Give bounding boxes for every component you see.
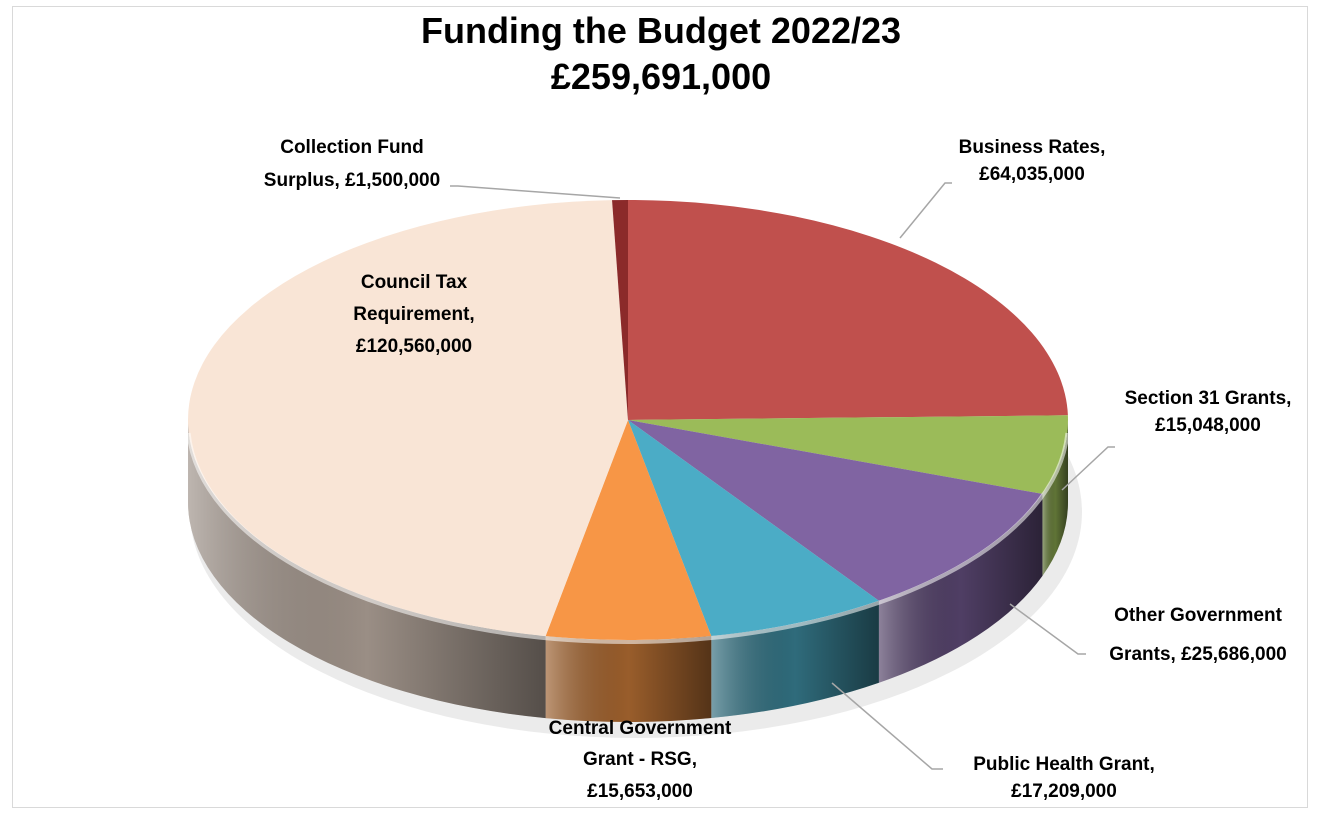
label-council-tax-line3: £120,560,000	[356, 336, 472, 357]
label-section31: Section 31 Grants, £15,048,000	[1125, 388, 1292, 436]
label-council-tax: Council Tax Requirement, £120,560,000	[353, 272, 474, 357]
label-rsg-line2: Grant - RSG,	[583, 749, 697, 770]
pie-slice-3	[628, 420, 879, 637]
label-collection-fund-line1: Collection Fund	[280, 137, 424, 158]
pie-slice-6	[612, 200, 628, 420]
leader-line-1	[1061, 446, 1115, 491]
pie-side-shade-2	[878, 493, 1043, 683]
pie-side-shade-3	[711, 600, 879, 719]
leader-line-0	[899, 182, 952, 239]
label-rsg: Central Government Grant - RSG, £15,653,…	[549, 718, 732, 802]
leader-lines	[450, 182, 1115, 770]
pie-side-shade-5	[188, 420, 546, 719]
label-business-rates: Business Rates, £64,035,000	[959, 137, 1106, 185]
leader-line-4	[450, 185, 621, 199]
label-public-health-line2: £17,209,000	[1011, 781, 1117, 802]
label-other-gov-line2: Grants, £25,686,000	[1109, 644, 1286, 665]
chart-subtitle: £259,691,000	[550, 56, 772, 97]
label-business-rates-line2: £64,035,000	[979, 164, 1085, 185]
pie-tops	[186, 200, 1070, 644]
pie-slice-1	[628, 415, 1069, 494]
label-public-health-line1: Public Health Grant,	[973, 754, 1155, 775]
label-rsg-line3: £15,653,000	[587, 781, 693, 802]
label-council-tax-line1: Council Tax	[361, 272, 468, 293]
label-other-gov-line1: Other Government	[1114, 605, 1283, 626]
label-section31-line2: £15,048,000	[1155, 415, 1261, 436]
chart-title-main: Funding the Budget 2022/23	[420, 10, 902, 51]
pie-slice-4	[545, 420, 712, 640]
label-collection-fund: Collection Fund Surplus, £1,500,000	[264, 137, 440, 191]
label-business-rates-line1: Business Rates,	[959, 137, 1106, 158]
label-other-gov: Other Government Grants, £25,686,000	[1109, 605, 1286, 665]
label-council-tax-line2: Requirement,	[353, 304, 474, 325]
label-collection-fund-line2: Surplus, £1,500,000	[264, 170, 440, 191]
pie-slice-0	[628, 200, 1068, 420]
pie-slice-5	[188, 200, 628, 637]
label-public-health: Public Health Grant, £17,209,000	[973, 754, 1155, 802]
label-section31-line1: Section 31 Grants,	[1125, 388, 1292, 409]
pie-rim-highlight	[186, 432, 1070, 644]
pie-slice-2	[628, 420, 1043, 601]
label-rsg-line1: Central Government	[549, 718, 732, 739]
leader-line-3	[831, 682, 943, 770]
leader-line-2	[1009, 603, 1086, 655]
chart-title: Funding the Budget 2022/23 £259,691,000	[0, 8, 1322, 100]
pie-side-shade-4	[545, 636, 712, 722]
